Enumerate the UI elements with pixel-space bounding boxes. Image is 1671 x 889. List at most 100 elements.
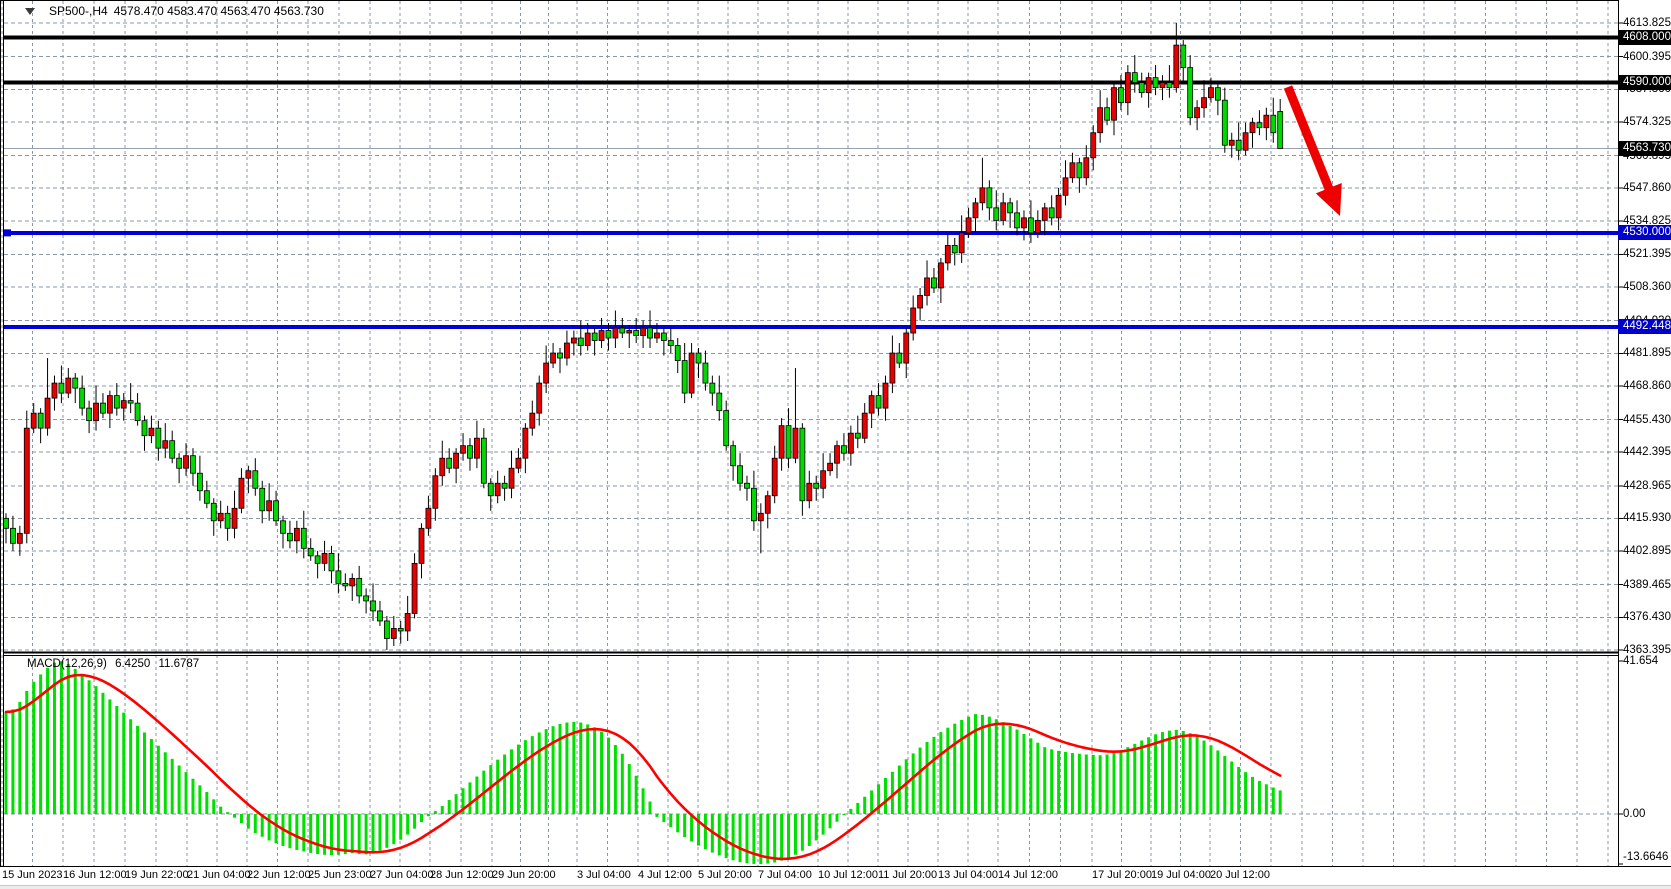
price-badge: 4608.000 <box>1618 30 1671 46</box>
time-axis-label: 27 Jun 04:00 <box>370 869 434 881</box>
bear-candle <box>307 547 314 557</box>
macd-bar <box>807 814 811 846</box>
macd-bar <box>1070 753 1074 814</box>
macd-bar <box>510 749 514 814</box>
macd-bar <box>1195 736 1199 814</box>
bear-candle <box>1180 44 1187 69</box>
bear-candle <box>986 187 993 209</box>
macd-main-value: 6.4250 <box>115 658 151 670</box>
bear-candle <box>273 500 279 522</box>
bull-candle <box>1208 87 1214 99</box>
macd-bar <box>600 731 604 814</box>
macd-bar <box>399 814 403 840</box>
macd-bar <box>1188 733 1192 814</box>
macd-bar <box>613 744 617 814</box>
macd-bar <box>11 709 15 814</box>
bull-candle <box>1242 132 1249 151</box>
bear-candle <box>501 482 508 489</box>
macd-bar <box>59 661 63 814</box>
macd-bar <box>198 785 202 814</box>
macd-bar <box>655 814 659 817</box>
bear-candle <box>1138 82 1145 94</box>
time-axis-label: 25 Jun 23:00 <box>308 869 372 881</box>
macd-bar <box>724 814 728 859</box>
macd-bar <box>780 814 784 861</box>
bear-candle <box>127 400 134 404</box>
price-axis-label: 4481.895 <box>1623 347 1671 360</box>
bull-candle <box>640 327 646 336</box>
bull-candle <box>439 457 446 477</box>
macd-bar <box>766 814 770 864</box>
bull-candle <box>965 217 972 234</box>
bull-candle <box>688 352 695 394</box>
macd-bar <box>752 814 756 864</box>
macd-bar <box>440 805 444 814</box>
bear-candle <box>100 402 106 414</box>
bear-candle <box>1166 82 1173 89</box>
bull-candle <box>1249 122 1256 134</box>
bear-candle <box>224 512 231 529</box>
bull-candle <box>349 577 356 587</box>
macd-bar <box>1126 747 1130 814</box>
bull-candle <box>847 432 854 454</box>
macd-bar <box>371 814 375 853</box>
time-axis-label: 10 Jul 12:00 <box>818 869 878 881</box>
macd-bar <box>648 801 652 814</box>
macd-bar <box>454 794 458 814</box>
price-axis-label: 4534.825 <box>1623 214 1671 227</box>
line-drag-handle[interactable] <box>4 229 11 237</box>
macd-bar <box>1271 787 1275 814</box>
macd-bar <box>122 712 126 814</box>
macd-bar <box>994 719 998 814</box>
bull-candle <box>508 467 515 489</box>
bull-candle <box>321 552 328 564</box>
macd-bar <box>309 814 313 853</box>
bull-candle <box>564 342 570 359</box>
time-axis-label: 11 Jul 20:00 <box>878 869 938 881</box>
price-axis-label: 4402.895 <box>1623 545 1671 558</box>
macd-bar <box>233 814 237 818</box>
bull-candle <box>806 482 813 502</box>
macd-scale-label: 41.654 <box>1623 655 1659 667</box>
macd-bar <box>974 714 977 814</box>
bull-candle <box>1201 97 1207 109</box>
bear-candle <box>751 487 757 522</box>
bull-candle <box>612 327 619 339</box>
macd-bar <box>1029 738 1033 814</box>
time-axis-label: 5 Jul 20:00 <box>698 869 752 881</box>
macd-bar <box>1147 737 1151 814</box>
bull-candle <box>820 470 827 489</box>
bull-candle <box>120 400 127 409</box>
macd-bar <box>821 814 825 835</box>
macd-bar <box>911 753 915 814</box>
bottom-strip <box>0 885 1671 889</box>
bull-candle <box>1173 44 1180 89</box>
trend-arrow-head[interactable] <box>1315 182 1342 216</box>
macd-bar <box>523 740 527 814</box>
macd-bar <box>18 701 22 814</box>
macd-bar <box>1160 732 1164 814</box>
triangle-down-icon[interactable] <box>25 7 35 15</box>
time-axis-label: 28 Jun 12:00 <box>430 869 494 881</box>
macd-bar <box>1022 733 1026 814</box>
time-axis-label: 14 Jul 12:00 <box>998 869 1058 881</box>
macd-bar <box>108 699 112 814</box>
bull-candle <box>1145 77 1152 94</box>
bear-candle <box>1214 87 1221 101</box>
macd-bar <box>461 788 465 814</box>
macd-bar <box>1244 772 1248 814</box>
macd-bar <box>1091 754 1095 814</box>
bear-candle <box>356 577 363 597</box>
macd-histogram-series <box>4 661 1282 865</box>
bear-candle <box>591 332 598 341</box>
bull-candle <box>1000 202 1007 221</box>
bear-candle <box>190 455 196 474</box>
bull-candle <box>23 427 30 534</box>
macd-bar <box>537 732 541 814</box>
trend-arrow-shaft[interactable] <box>1283 85 1336 198</box>
price-axis-label: 4468.860 <box>1623 379 1671 392</box>
price-axis-label: 4428.965 <box>1623 479 1671 492</box>
macd-bar <box>738 814 742 863</box>
